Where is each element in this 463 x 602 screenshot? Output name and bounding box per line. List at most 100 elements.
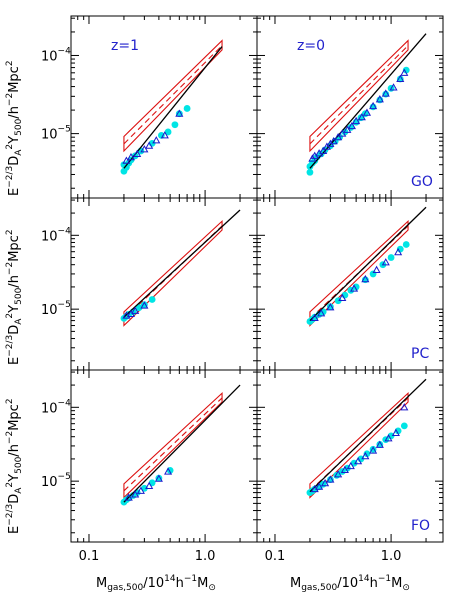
y-title-d: D (7, 156, 22, 166)
y-title-dsub: A (14, 487, 24, 494)
x-title-unit: /10 (337, 576, 358, 591)
triangle-point (154, 474, 163, 482)
triangle-point (160, 131, 169, 139)
x-title-sun: ⊙ (402, 583, 410, 593)
limit-box (123, 39, 223, 153)
y-title-dexp: 2 (5, 482, 15, 488)
y-title-d: D (7, 494, 22, 504)
y-title-mpcexp: 2 (5, 60, 15, 66)
y-tick-label: 10−5 (41, 125, 71, 143)
cyan-point (387, 254, 395, 261)
ticks (256, 16, 443, 198)
plot-area (120, 39, 223, 175)
panel-frame (256, 15, 444, 199)
y-title-e: E (7, 526, 22, 534)
limit-box (123, 391, 223, 499)
panel-grid: 10−5 10−4 z=1 z=0 GO 10−5 10−4 PC 10−5 10−4 0.1 1.0… (41, 15, 444, 564)
triangle-point (326, 303, 335, 311)
cyan-point (376, 440, 384, 448)
panel-3: PC (256, 197, 444, 371)
triangle-point (396, 74, 405, 83)
limit-dashed-line (123, 397, 223, 492)
fit-line (123, 46, 223, 169)
fit-line (123, 209, 241, 318)
x-title-msun: M (391, 576, 402, 591)
x-title-exp: 14 (164, 574, 176, 584)
y-title-mpc: Mpc (7, 404, 22, 431)
x-tick-label: 0.1 (265, 549, 286, 564)
triangle-point (319, 146, 328, 155)
limit-box (309, 219, 409, 327)
y-title-mpc: Mpc (7, 235, 22, 262)
plot-area (306, 206, 427, 327)
x-tick-label: 0.1 (79, 549, 100, 564)
triangle-point (136, 486, 145, 494)
triangle-point (326, 475, 335, 483)
y-title-dexp: 2 (5, 313, 15, 319)
ticks (70, 370, 257, 542)
y-title-hexp: −2 (5, 262, 15, 275)
y-title-y: Y (7, 136, 22, 145)
cyan-point (402, 241, 410, 248)
limit-dashed-line (123, 45, 223, 145)
y-title-mpcexp: 2 (5, 229, 15, 235)
plot-area (120, 209, 241, 327)
cyan-point (155, 474, 163, 482)
triangle-point (357, 113, 366, 121)
y-title-eexp: −2/3 (5, 335, 15, 357)
x-tick-label: 1.0 (195, 549, 216, 564)
redshift-label: z=1 (111, 38, 139, 54)
triangle-point (329, 136, 338, 145)
triangle-point (361, 274, 370, 283)
cyan-point (171, 121, 179, 129)
panel-4: 10−5 10−4 0.1 1.0 (41, 369, 258, 564)
panel-frame (256, 369, 444, 543)
x-title-sub: gas,500 (301, 583, 337, 593)
panel-2: 10−5 10−4 (41, 197, 258, 371)
fit-line (309, 378, 427, 493)
cyan-point (183, 105, 191, 112)
triangle-point (375, 95, 384, 103)
cyan-point (306, 168, 314, 176)
cyan-point (135, 304, 143, 311)
triangle-point (140, 301, 149, 309)
triangle-point (343, 125, 352, 133)
y-tick-label: 10−4 (41, 398, 71, 416)
limit-box (309, 39, 409, 153)
y-title-eexp: −2/3 (5, 504, 15, 526)
triangle-point (321, 478, 330, 487)
x-title-h: h (370, 576, 378, 591)
cyan-point (394, 427, 402, 435)
triangle-point (131, 306, 140, 314)
triangle-point (400, 68, 409, 76)
cyan-point (326, 303, 334, 311)
plot-area (120, 384, 241, 506)
triangle-point (381, 89, 390, 97)
y-title-e: E (7, 188, 22, 196)
y-title-ysub: 500 (14, 118, 24, 135)
svg-text:Mgas,500/1014h−1M⊙: Mgas,500/1014h−1M⊙ (96, 574, 216, 593)
triangle-point (354, 457, 363, 465)
plot-area (306, 378, 427, 499)
y-tick-label: 10−4 (41, 46, 71, 64)
x-title-sub: gas,500 (107, 583, 143, 593)
y-title-dexp: 2 (5, 144, 15, 150)
triangle-point (310, 313, 319, 322)
cyan-point (164, 128, 172, 136)
panel-5: 0.1 1.0 FO (256, 369, 444, 564)
model-label: PC (411, 346, 429, 362)
triangle-point (152, 136, 161, 144)
cyan-point (402, 66, 410, 74)
triangle-point (372, 265, 381, 273)
y-title-y: Y (7, 474, 22, 483)
y-title-ysub: 500 (14, 287, 24, 304)
x-tick-label: 1.0 (381, 549, 402, 564)
y-tick-label: 10−4 (41, 226, 71, 244)
triangle-point (362, 108, 372, 116)
y-title-unit: /h (7, 275, 22, 288)
x-axis-title-left: Mgas,500/1014h−1M⊙ (96, 574, 216, 593)
x-title-exp: 14 (358, 574, 370, 584)
triangle-point (394, 247, 403, 256)
y-axis-title-row1: E−2/3DA2Y500/h−2Mpc2 (5, 60, 24, 196)
